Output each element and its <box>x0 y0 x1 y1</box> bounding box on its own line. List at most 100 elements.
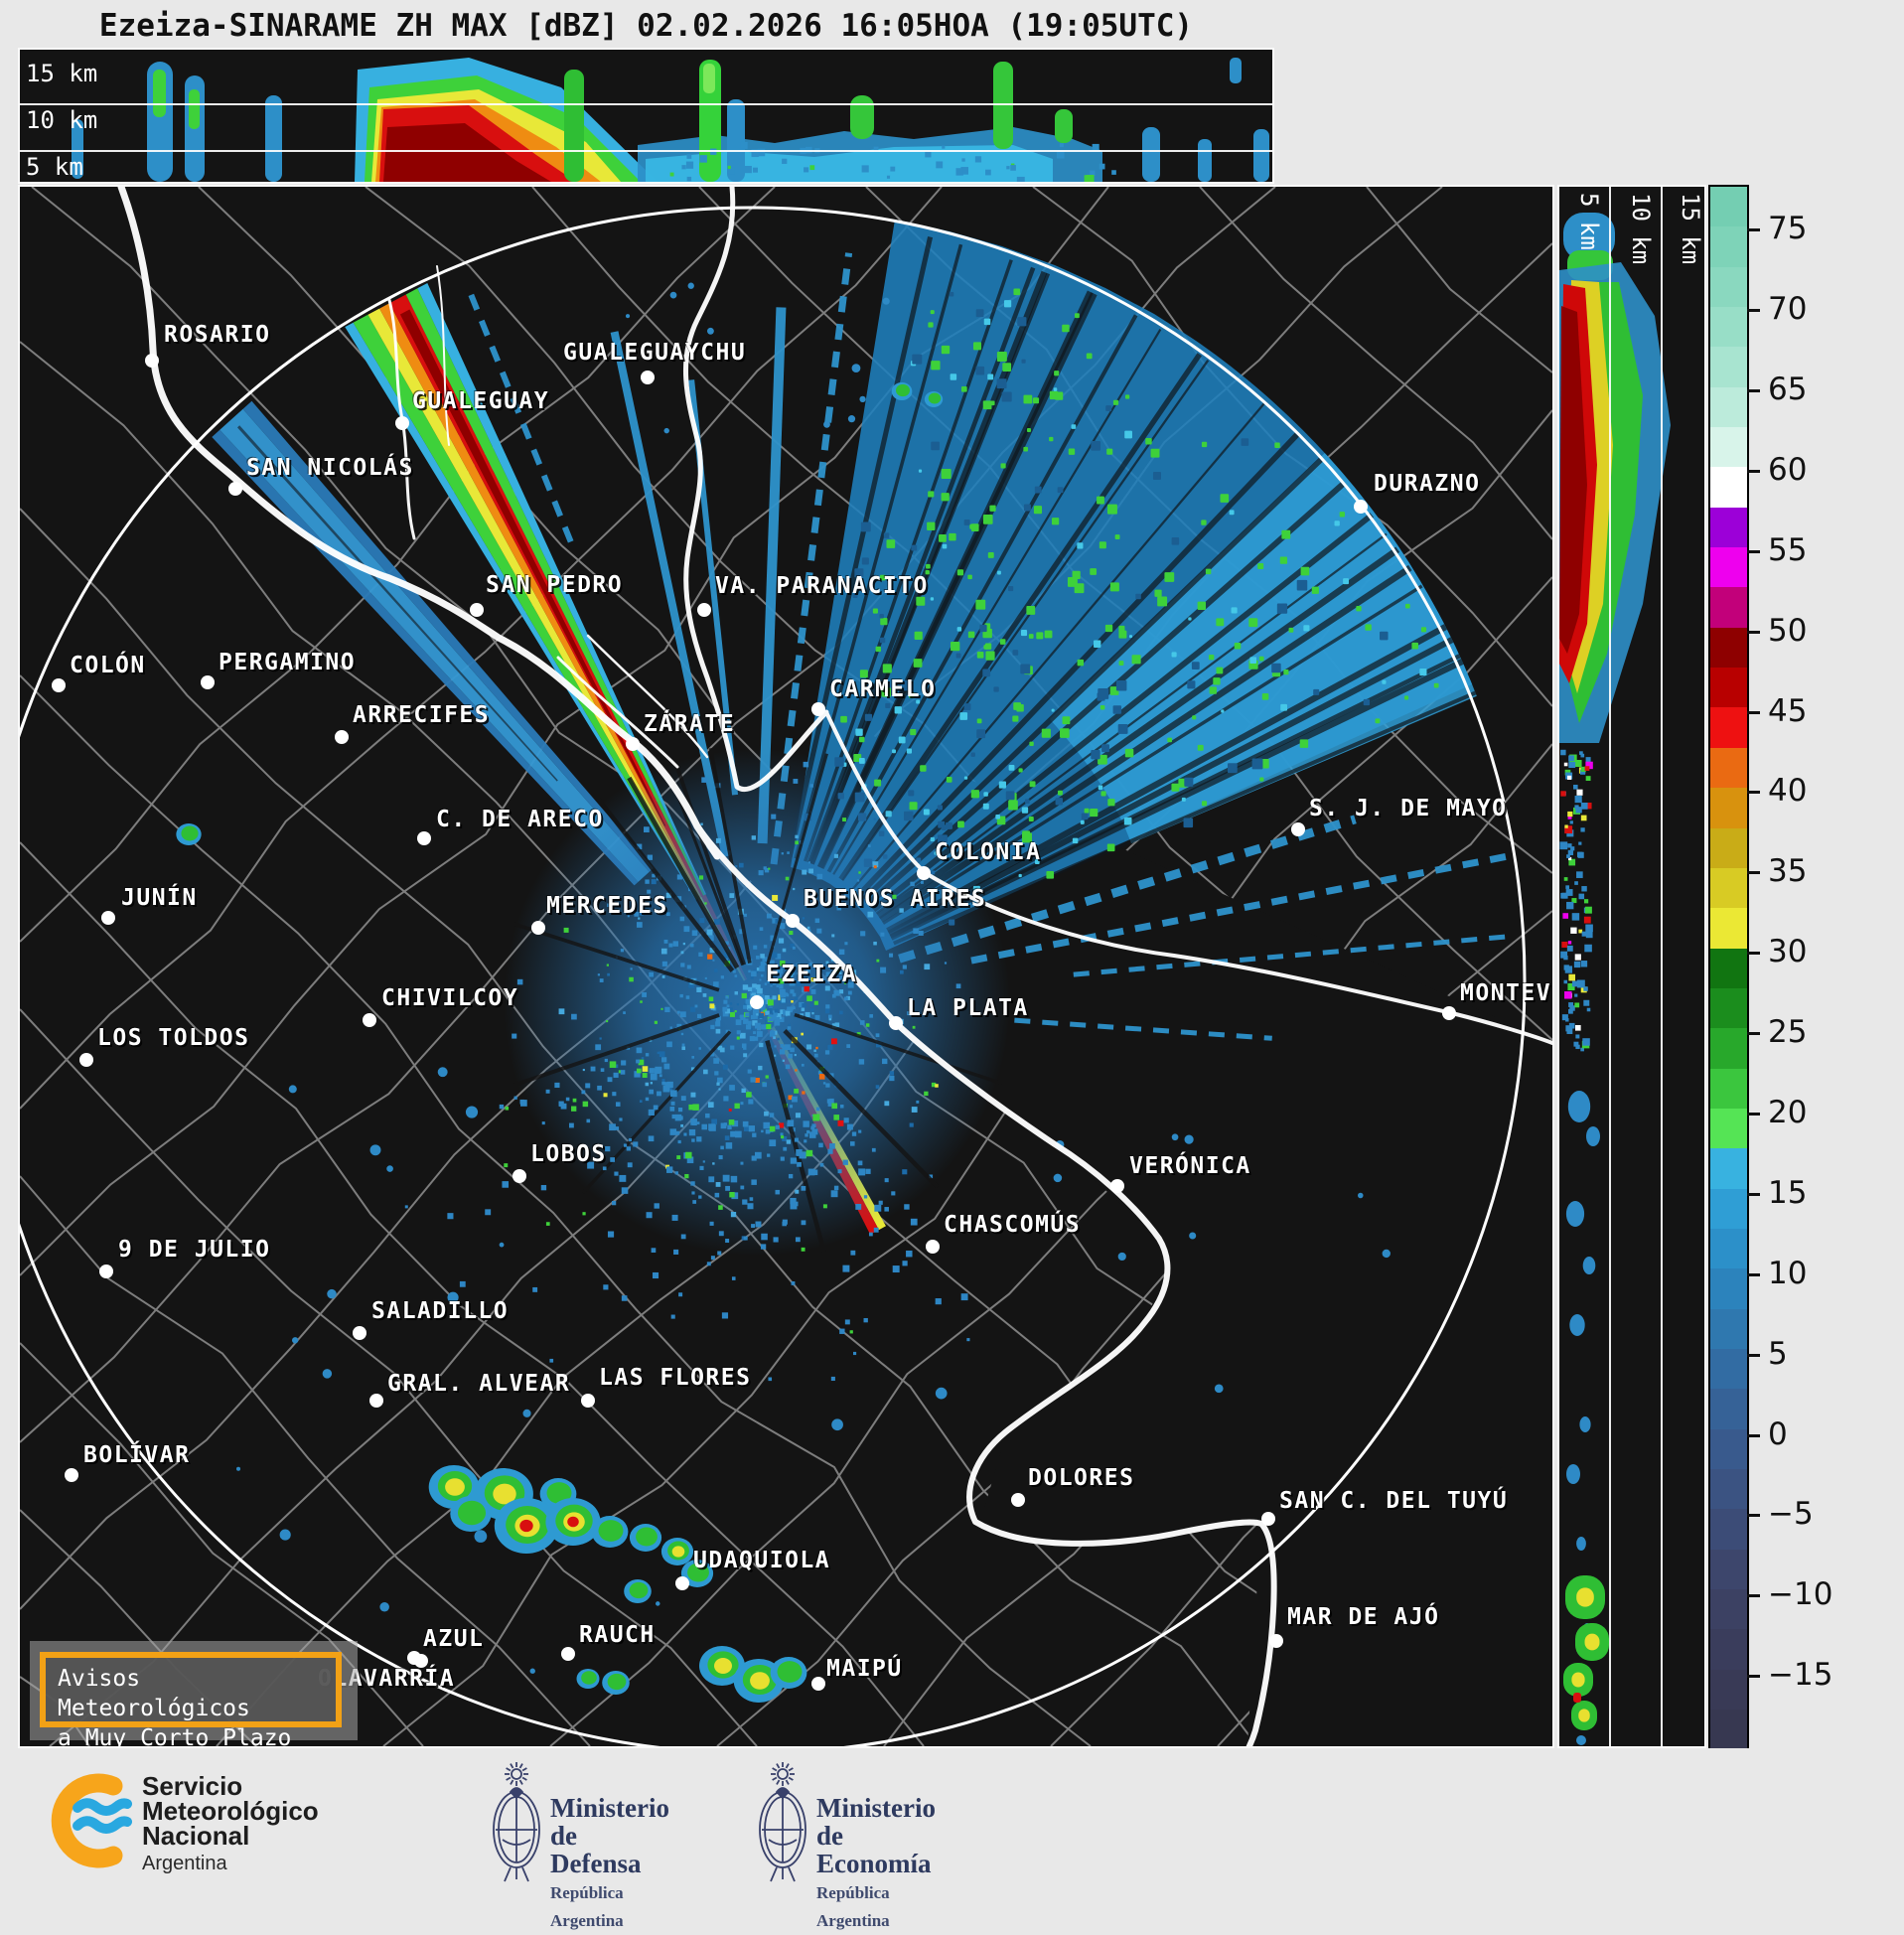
city-dot <box>369 1394 383 1408</box>
warning-banner[interactable]: Avisos Meteorológicos a Muy Corto Plazo <box>40 1652 342 1746</box>
city-dot <box>101 911 115 925</box>
colorbar-segment <box>1710 1148 1747 1189</box>
height-gridline-15km <box>20 103 1272 105</box>
colorbar-segment <box>1710 1549 1747 1590</box>
height-label-5km: 5 km <box>26 153 83 181</box>
colorbar-tick <box>1747 1514 1760 1518</box>
city-dot <box>641 371 655 384</box>
height-gridline-10km <box>20 150 1272 152</box>
city-dot <box>1261 1512 1275 1526</box>
city-label: LA PLATA <box>907 995 1029 1021</box>
page-title: Ezeiza-SINARAME ZH MAX [dBZ] 02.02.2026 … <box>98 8 1194 44</box>
colorbar-tick <box>1747 228 1760 232</box>
colorbar-segment <box>1710 547 1747 588</box>
city-dot <box>811 702 825 716</box>
colorbar-segment <box>1710 266 1747 308</box>
colorbar-segment <box>1710 507 1747 548</box>
city-dot <box>1011 1493 1025 1507</box>
colorbar-segment <box>1710 386 1747 428</box>
right-cross-section-graphic <box>1559 213 1671 1745</box>
colorbar-tick <box>1747 549 1760 553</box>
city-label: COLONIA <box>935 839 1042 865</box>
colorbar-tick-label: 50 <box>1768 612 1808 649</box>
warning-line-2: a Muy Corto Plazo <box>58 1725 292 1748</box>
city-label: BOLÍVAR <box>83 1442 191 1468</box>
colorbar-tick <box>1747 1594 1760 1598</box>
city-label: SAN PEDRO <box>486 572 624 598</box>
city-label: GRAL. ALVEAR <box>387 1371 571 1397</box>
colorbar-tick-label: 35 <box>1768 853 1808 890</box>
city-label: ROSARIO <box>164 322 271 348</box>
city-dot <box>811 1677 825 1691</box>
city-dot <box>417 831 431 845</box>
city-label: VERÓNICA <box>1129 1153 1251 1179</box>
city-label: VA. PARANACITO <box>715 573 929 599</box>
city-label: PERGAMINO <box>219 650 357 675</box>
radar-map-graphic <box>20 187 1552 1746</box>
colorbar-segment <box>1710 1188 1747 1229</box>
city-dot <box>470 603 484 617</box>
colorbar-segment <box>1710 1028 1747 1069</box>
colorbar-segment <box>1710 1108 1747 1149</box>
colorbar-segment <box>1710 867 1747 909</box>
city-dot <box>561 1647 575 1661</box>
city-dot <box>531 921 545 935</box>
city-dot <box>1354 500 1368 514</box>
city-label: CHIVILCOY <box>381 985 519 1011</box>
city-label: EZEIZA <box>766 962 858 987</box>
city-label: LAS FLORES <box>599 1365 752 1391</box>
city-label: ARRECIFES <box>353 702 491 728</box>
colorbar-tick <box>1747 389 1760 393</box>
city-dot <box>65 1468 78 1482</box>
colorbar-segment <box>1710 747 1747 789</box>
footer: Servicio Meteorológico Nacional Argentin… <box>0 1748 1904 1930</box>
warning-line-1: Avisos Meteorológicos <box>58 1666 250 1721</box>
city-label: GUALEGUAY <box>412 388 550 414</box>
city-label: MAR DE AJÓ <box>1287 1604 1440 1630</box>
height-label-10km: 10 km <box>26 106 98 134</box>
colorbar-segment <box>1710 467 1747 508</box>
city-dot <box>52 678 66 692</box>
city-dot <box>581 1394 595 1408</box>
city-label: AZUL <box>423 1626 485 1652</box>
city-dot <box>335 730 349 744</box>
radar-map: ROSARIO GUALEGUAYCHU GUALEGUAY SAN NICOLÁS D… <box>18 185 1554 1748</box>
colorbar-tick <box>1747 952 1760 956</box>
colorbar-tick-label: 60 <box>1768 451 1808 488</box>
height-gridline-10km-v <box>1661 187 1663 1746</box>
colorbar-segment <box>1710 788 1747 828</box>
city-label: LOBOS <box>530 1141 607 1167</box>
colorbar-segment <box>1710 1710 1747 1750</box>
city-label: S. J. DE MAYO <box>1309 796 1508 821</box>
colorbar-tick-label: 10 <box>1768 1255 1808 1291</box>
city-dot <box>513 1169 526 1183</box>
colorbar-tick-label: 0 <box>1768 1415 1788 1452</box>
colorbar-segment <box>1710 1068 1747 1109</box>
colorbar-segment <box>1710 427 1747 468</box>
colorbar-segment <box>1710 347 1747 387</box>
city-dot <box>414 1654 428 1668</box>
colorbar-segment <box>1710 1669 1747 1711</box>
city-label: UDAQUIOLA <box>693 1548 831 1573</box>
height-label-5km-v: 5 km <box>1575 193 1603 250</box>
city-dot <box>1291 822 1305 836</box>
colorbar-tick-label: −15 <box>1768 1657 1833 1694</box>
city-label: CARMELO <box>829 676 937 702</box>
colorbar-segment <box>1710 226 1747 267</box>
colorbar-tick-label: 65 <box>1768 372 1808 408</box>
city-dot <box>363 1013 376 1027</box>
colorbar-segment <box>1710 1469 1747 1510</box>
colorbar-tick-label: 5 <box>1768 1335 1788 1372</box>
colorbar-tick-label: 70 <box>1768 291 1808 328</box>
colorbar-segment <box>1710 707 1747 748</box>
city-dot <box>228 482 242 496</box>
city-label: LOS TOLDOS <box>97 1025 250 1051</box>
city-label: SALADILLO <box>371 1298 510 1324</box>
city-dot <box>697 603 711 617</box>
colorbar-tick-label: 15 <box>1768 1174 1808 1211</box>
colorbar-tick-label: −5 <box>1768 1496 1814 1533</box>
city-dot <box>395 416 409 430</box>
city-dot <box>99 1265 113 1278</box>
colorbar-segment <box>1710 627 1747 669</box>
city-dot <box>201 675 215 689</box>
